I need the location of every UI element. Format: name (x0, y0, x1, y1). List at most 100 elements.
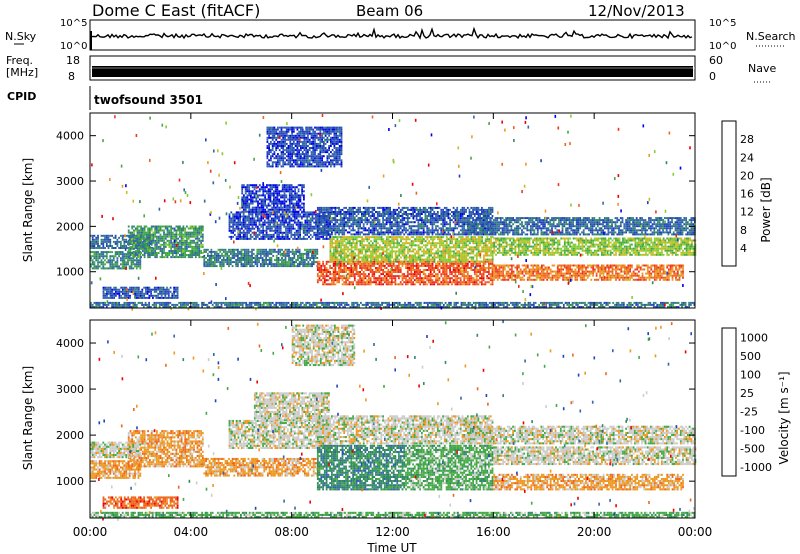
range-cell (361, 258, 363, 261)
range-cell (458, 260, 461, 263)
range-cell (150, 288, 152, 291)
range-cell (312, 140, 315, 143)
range-cell (272, 221, 275, 224)
range-cell (400, 244, 402, 247)
range-cell (369, 264, 372, 267)
range-cell (198, 229, 201, 232)
range-cell (246, 235, 249, 238)
range-cell (275, 263, 278, 266)
range-cell (393, 244, 395, 247)
range-cell (270, 128, 272, 131)
range-cell (265, 235, 268, 238)
range-cell (412, 254, 415, 257)
range-cell (338, 157, 341, 160)
range-cell (316, 269, 319, 271)
range-cell (357, 279, 360, 282)
range-cell (285, 194, 288, 197)
range-cell (139, 296, 142, 299)
range-cell (292, 126, 295, 129)
range-cell (442, 260, 445, 263)
range-cell (417, 264, 420, 267)
range-cell (189, 256, 192, 259)
range-cell (157, 237, 160, 240)
range-cell (407, 236, 409, 239)
range-cell (419, 254, 422, 257)
range-cell (414, 260, 416, 263)
range-cell (375, 248, 378, 251)
range-cell (301, 165, 304, 168)
range-cell (136, 229, 139, 232)
range-cell (141, 292, 144, 295)
range-cell (173, 286, 175, 289)
range-cell (419, 246, 422, 249)
range-cell (258, 221, 261, 224)
range-cell (298, 130, 300, 133)
range-cell (415, 262, 418, 265)
range-cell (321, 159, 323, 162)
range-cell (412, 262, 414, 265)
range-cell (296, 202, 298, 205)
range-cell (400, 260, 402, 263)
range-cell (193, 245, 195, 248)
range-cell (270, 130, 272, 133)
range-cell (282, 165, 285, 168)
range-cell (357, 256, 360, 259)
range-cell (285, 126, 288, 129)
range-cell (268, 163, 270, 166)
range-cell (391, 246, 393, 249)
range-cell (430, 252, 432, 255)
range-cell (267, 204, 270, 207)
range-cell (93, 247, 96, 249)
range-cell (95, 242, 98, 245)
range-cell (244, 225, 247, 228)
range-cell (407, 238, 409, 241)
range-cell (152, 239, 155, 242)
range-cell (307, 161, 309, 164)
range-cell (198, 250, 201, 252)
range-cell (143, 241, 146, 244)
range-cell (491, 264, 494, 267)
range-cell (322, 211, 324, 214)
range-cell (322, 155, 325, 158)
range-cell (259, 250, 262, 253)
range-cell (348, 254, 351, 257)
range-cell (310, 159, 313, 162)
range-cell (269, 204, 272, 207)
range-cell (412, 256, 415, 259)
range-cell (481, 277, 483, 280)
range-cell (479, 267, 481, 269)
range-cell (271, 145, 274, 147)
range-cell (354, 252, 356, 255)
range-cell (305, 265, 308, 268)
range-cell (348, 240, 351, 243)
range-cell (280, 147, 283, 149)
range-cell (276, 210, 279, 213)
range-cell (303, 132, 306, 135)
range-cell (288, 196, 291, 199)
range-cell (288, 229, 291, 232)
range-cell (315, 215, 317, 218)
range-cell (336, 238, 339, 241)
range-cell (348, 236, 351, 239)
range-cell (422, 273, 425, 276)
range-cell (331, 159, 334, 162)
range-cell (308, 163, 311, 166)
range-cell (180, 250, 183, 252)
range-cell (244, 257, 246, 259)
range-cell (131, 227, 134, 230)
range-cell (285, 229, 287, 232)
range-cell (269, 215, 271, 218)
range-cell (258, 206, 261, 209)
range-cell (466, 262, 469, 265)
range-cell (453, 252, 455, 255)
range-cell (147, 247, 149, 250)
range-cell (168, 245, 171, 248)
range-cell (300, 163, 302, 166)
range-cell (311, 227, 314, 230)
range-cell (191, 233, 194, 236)
range-cell (437, 248, 439, 251)
range-cell (314, 261, 317, 264)
range-cell (423, 248, 425, 251)
range-cell (431, 279, 434, 282)
range-cell (348, 267, 351, 269)
